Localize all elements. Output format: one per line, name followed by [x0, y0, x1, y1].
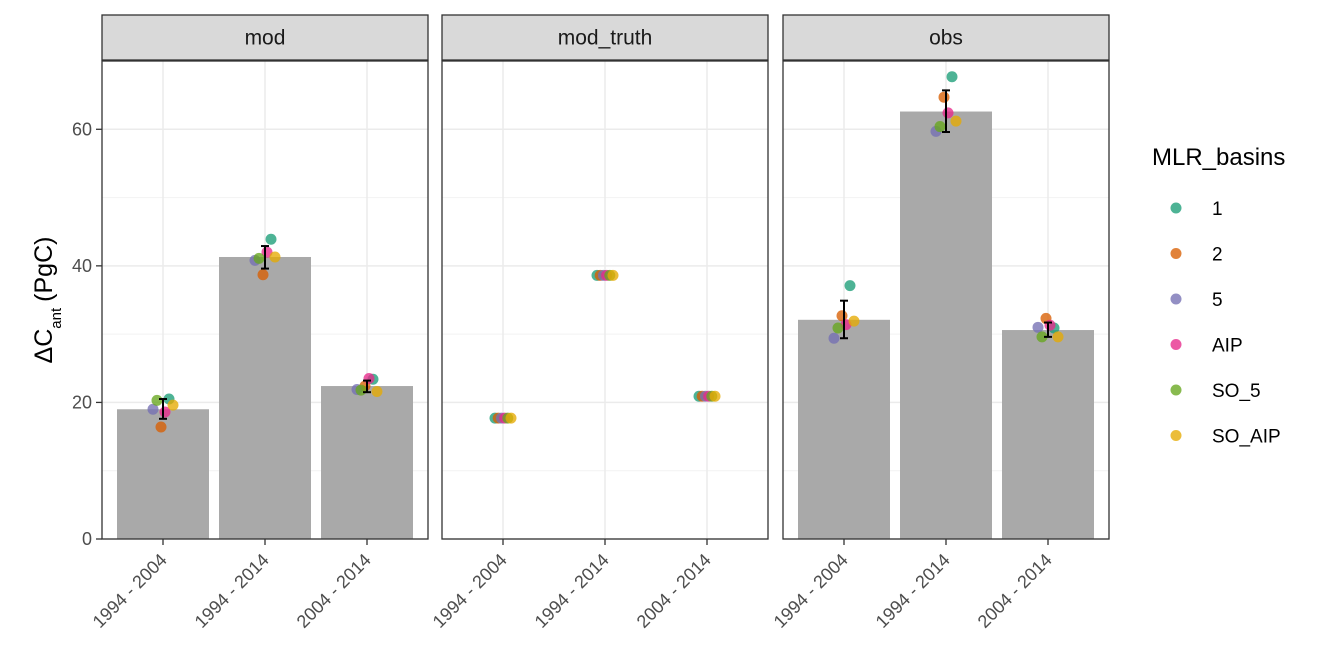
- point-1: [946, 71, 958, 83]
- legend-entry: 2: [1170, 245, 1223, 266]
- x-tick-label: 1994 - 2014: [531, 550, 613, 632]
- point-AIP: [942, 107, 954, 119]
- legend-key-SO_AIP: [1170, 430, 1182, 441]
- point-SO_AIP: [709, 390, 721, 402]
- legend-key-AIP: [1170, 339, 1182, 350]
- x-tick-label: 1994 - 2014: [191, 550, 273, 632]
- point-2: [257, 269, 269, 281]
- point-1: [844, 280, 856, 292]
- legend-key-2: [1170, 248, 1182, 259]
- y-axis-title-unit: (PgC): [30, 237, 58, 302]
- bar: [798, 319, 890, 539]
- bar: [900, 111, 992, 539]
- point-SO_5: [151, 394, 163, 406]
- error-bar: [1044, 321, 1052, 338]
- x-tick-label: 1994 - 2004: [89, 550, 171, 632]
- point-SO_AIP: [1052, 331, 1064, 343]
- x-tick-label: 1994 - 2004: [429, 550, 511, 632]
- point-1: [265, 233, 277, 245]
- error-bar: [363, 379, 371, 394]
- facet-label: mod: [245, 27, 286, 50]
- x-tick-label: 2004 - 2014: [633, 550, 715, 632]
- legend-label: SO_5: [1212, 381, 1261, 402]
- point-SO_AIP: [607, 269, 619, 281]
- facet-strip: [782, 14, 1110, 61]
- legend-label: AIP: [1212, 336, 1243, 357]
- facet-label: mod_truth: [558, 27, 653, 50]
- point-2: [155, 421, 167, 433]
- point-SO_AIP: [950, 115, 962, 127]
- panel-mod: mod 1994 - 2004 1994 - 2014 2004 - 2014: [89, 14, 429, 632]
- point-SO_5: [1036, 331, 1048, 343]
- legend-entry: 5: [1170, 290, 1223, 311]
- x-tick-label: 1994 - 2014: [872, 550, 954, 632]
- bar: [1002, 330, 1094, 539]
- error-bar: [840, 299, 848, 340]
- legend: MLR_basins 1 2 5 AIP SO_5 SO_AIP: [1152, 144, 1285, 448]
- point-SO_AIP: [167, 399, 179, 411]
- panel-mod_truth: mod_truth 1994 - 2004 1994 - 2014 2004 - 20…: [429, 14, 769, 632]
- y-tick-label: 20: [72, 392, 92, 412]
- legend-entry: AIP: [1170, 336, 1243, 357]
- legend-title: MLR_basins: [1152, 144, 1285, 171]
- legend-key-1: [1170, 202, 1182, 214]
- legend-label: SO_AIP: [1212, 427, 1281, 448]
- point-SO_5: [355, 384, 367, 396]
- point-SO_5: [253, 252, 265, 264]
- legend-entry: 1: [1170, 199, 1223, 220]
- point-5: [828, 332, 840, 344]
- point-AIP: [1044, 319, 1056, 331]
- y-axis-title-sub: ant: [48, 307, 65, 329]
- legend-label: 5: [1212, 290, 1223, 311]
- point-2: [938, 91, 950, 103]
- y-tick-label: 60: [72, 119, 92, 139]
- legend-key-SO_5: [1170, 384, 1182, 396]
- point-SO_AIP: [371, 386, 383, 398]
- legend-entry: SO_AIP: [1170, 427, 1281, 448]
- panel-obs: obs 1994 - 2004 1994 - 2014 2004 - 2014: [770, 14, 1110, 632]
- point-SO_AIP: [269, 251, 281, 263]
- error-bar: [942, 89, 950, 134]
- point-SO_AIP: [505, 412, 517, 424]
- point-5: [147, 403, 159, 415]
- point-AIP: [363, 373, 375, 385]
- point-SO_AIP: [848, 315, 860, 327]
- facet-strip: [101, 14, 429, 61]
- y-axis-title: ΔCant (PgC): [30, 237, 65, 364]
- y-axis: 0 20 40 60: [72, 119, 102, 549]
- legend-label: 1: [1212, 199, 1223, 220]
- y-tick-label: 0: [82, 529, 92, 549]
- facet-label: obs: [929, 27, 963, 50]
- legend-label: 2: [1212, 245, 1223, 266]
- point-5: [1032, 321, 1044, 333]
- legend-entry: SO_5: [1170, 381, 1261, 402]
- point-SO_5: [934, 121, 946, 133]
- legend-key-5: [1170, 293, 1182, 305]
- error-bar: [261, 245, 269, 270]
- error-bar: [159, 398, 167, 420]
- point-SO_5: [832, 322, 844, 334]
- facet-strip: [441, 14, 769, 61]
- x-tick-label: 1994 - 2004: [770, 550, 852, 632]
- y-axis-title-main: ΔC: [30, 329, 58, 364]
- y-tick-label: 40: [72, 256, 92, 276]
- x-tick-label: 2004 - 2014: [974, 550, 1056, 632]
- bar: [321, 386, 413, 539]
- bar: [219, 256, 311, 539]
- x-tick-label: 2004 - 2014: [293, 550, 375, 632]
